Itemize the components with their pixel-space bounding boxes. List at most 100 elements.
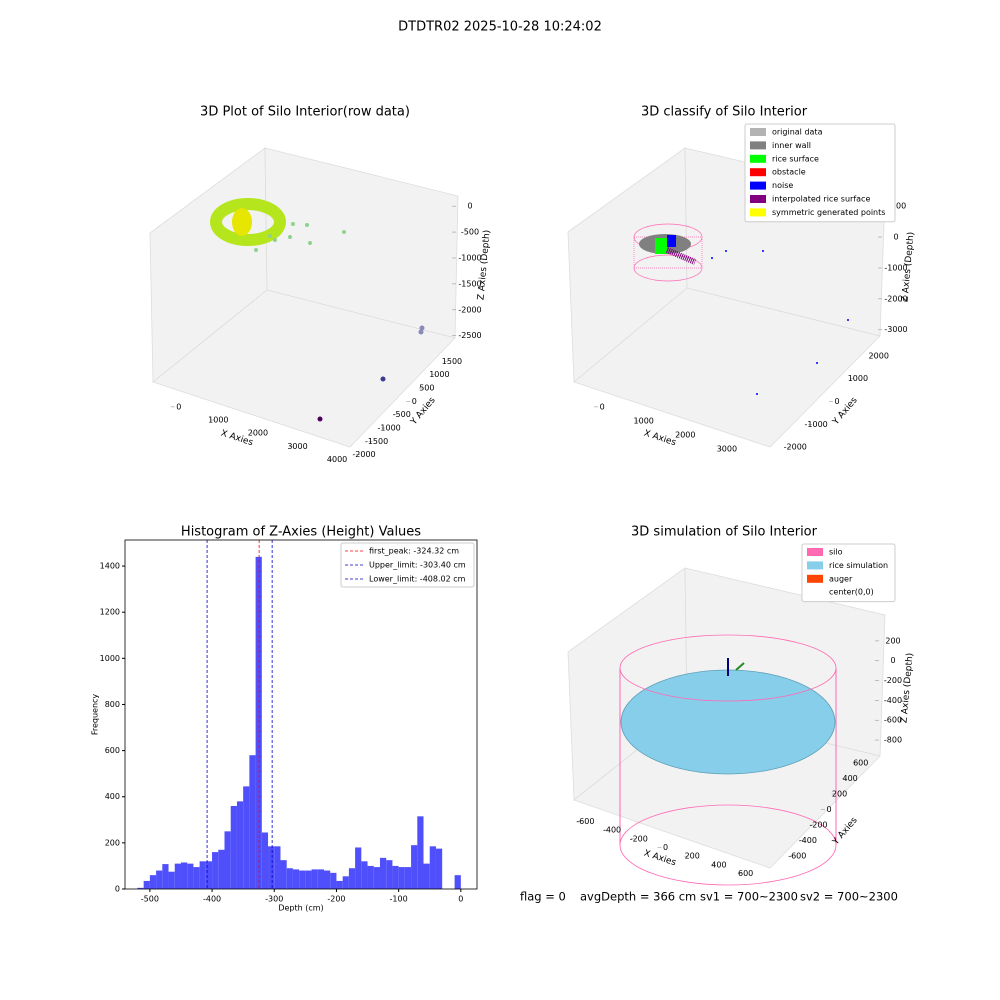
y-tick-label: 1500 [442,357,462,366]
bar [243,786,250,889]
z-tick-label: -800 [884,736,902,745]
bar [193,867,200,889]
z-tick-label: -1000 [884,263,907,272]
legend-label: original data [772,128,823,137]
bar [286,868,293,889]
legend-swatch [750,208,766,217]
y-tick-label: 1400 [100,562,120,571]
legend-label: center(0,0) [829,588,874,597]
x-tick-label: 0 [600,402,605,411]
plot1-box [149,147,459,448]
bar [162,864,169,889]
y-tick-label: -2000 [352,450,375,459]
y-tick-label: 1200 [100,608,120,617]
y-tick-label: 1000 [848,374,868,383]
legend-swatch [807,561,823,570]
legend-label: auger [829,574,853,583]
bar [348,868,356,889]
z-tick-label: -3000 [884,325,907,334]
legend-label: rice simulation [829,561,888,570]
bar [205,861,213,889]
legend-swatch [807,548,823,556]
legend-box [801,543,896,603]
bar [373,867,380,889]
y-tick-label: 600 [853,758,868,767]
x-tick-label: 2000 [248,429,268,438]
z-tick-label: 200 [885,636,900,645]
y-tick-label: -200 [809,821,827,830]
z-tick-label: -200 [884,676,902,685]
legend-label: noise [772,181,793,190]
bar [404,867,412,889]
chart-title: 3D classify of Silo Interior [641,105,808,120]
y-tick-label: -400 [799,836,817,845]
bar [367,865,374,889]
legend-swatch [750,181,766,190]
status-text: sv2 = 700~2300 [800,890,898,904]
chart-title: 3D simulation of Silo Interior [631,525,818,540]
x-tick-label: -300 [265,895,283,904]
legend-swatch [807,588,823,597]
bar [212,852,219,889]
bar [361,861,368,889]
bar [435,848,443,889]
y-tick-label: 800 [105,700,120,709]
bar [180,862,188,889]
y-tick-label: -1500 [365,437,388,446]
legend-label: symmetric generated points [772,208,885,217]
bar [317,869,325,889]
legend-label: first_peak: -324.32 cm [369,547,459,556]
chart-title: 3D Plot of Silo Interior(row data) [200,105,410,120]
legend-label: inner wall [772,141,811,150]
z-tick-label: -1000 [458,253,481,262]
y-tick-label: -500 [393,410,411,419]
bar [379,857,387,889]
legend-swatch [750,195,766,203]
bar [330,872,337,889]
x-tick-label: -600 [576,817,594,826]
bar [336,880,343,889]
z-tick-label: 1000 [886,202,906,211]
x-tick-label: -500 [141,895,159,904]
x-tick-label: 4000 [327,455,347,464]
y-axis-label: Frequency [91,694,100,736]
y-tick-label: 600 [105,746,120,755]
status-text: avgDepth = 366 cm [580,890,696,904]
legend-box [744,123,896,223]
legend-swatch [750,168,766,177]
x-tick-label: 0 [458,895,463,904]
z-tick-label: -2000 [458,305,481,314]
bar [199,861,206,889]
bar [174,863,181,889]
bar [261,832,269,889]
bar [311,869,318,889]
figure-title: DTDTR02 2025-10-28 10:24:02 [398,20,602,35]
plot-frame [124,539,478,890]
y-tick-label: -2000 [784,443,807,452]
bar [324,870,331,889]
y-tick-label: 0 [834,397,839,406]
x-tick-label: 0 [663,843,668,852]
plot2-box [567,147,886,448]
z-tick-label: -600 [884,716,902,725]
legend-label: Lower_limit: -408.02 cm [369,575,466,584]
bar [268,846,275,889]
x-tick-label: 1000 [634,416,654,425]
bar [143,880,150,889]
y-tick-label: 1000 [429,370,449,379]
legend-label: interpolated rice surface [772,195,870,204]
x-tick-label: -200 [327,895,345,904]
y-tick-label: 200 [832,789,847,798]
plot4-box [567,567,886,886]
legend-label: obstacle [772,168,806,177]
legend-swatch [750,154,766,163]
z-tick-label: -2500 [458,331,481,340]
bar [187,863,194,889]
bar [224,831,231,889]
z-tick-label: -2000 [884,294,907,303]
bar [137,887,144,889]
bar [417,816,424,889]
bar [398,867,405,889]
bar [168,871,175,889]
y-tick-label: 400 [843,774,858,783]
